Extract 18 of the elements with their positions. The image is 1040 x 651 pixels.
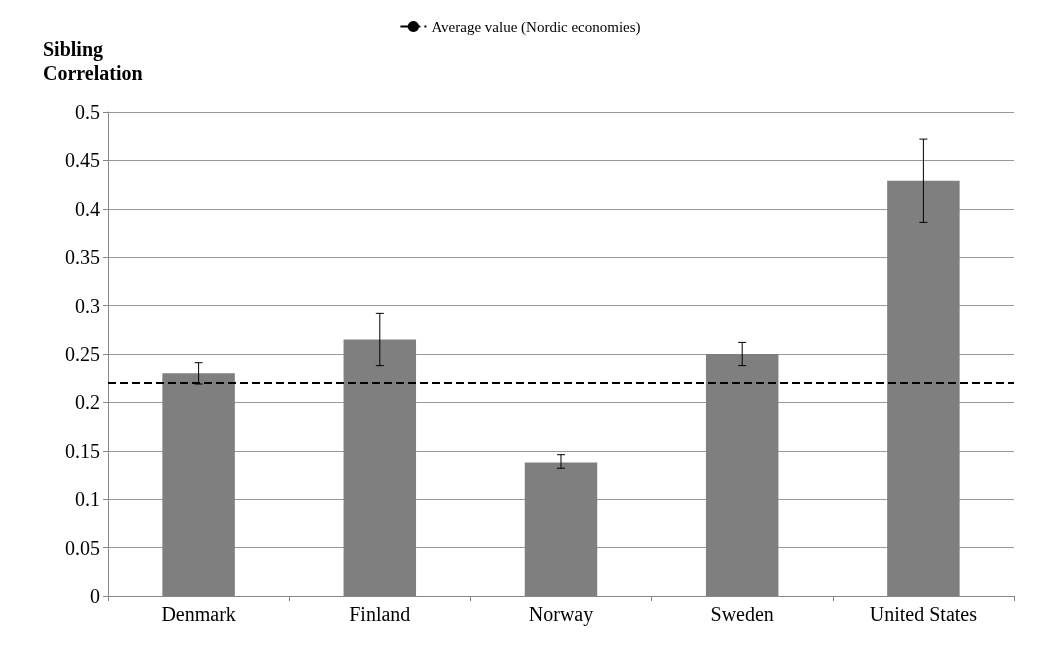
y-tick-label: 0.3 [75, 294, 100, 317]
y-tick-label: 0.35 [65, 246, 100, 269]
y-tick-label: 0.1 [75, 488, 100, 511]
x-tick-label: Sweden [710, 603, 774, 625]
y-tick-label: 0.4 [75, 197, 100, 220]
y-tick-label: 0.5 [75, 101, 100, 123]
y-axis-title: Sibling Correlation [43, 38, 143, 84]
y-tick-label: 0.45 [65, 149, 100, 172]
y-tick-label: 0.25 [65, 343, 100, 365]
y-tick-label: 0 [90, 585, 100, 607]
x-tick-label: United States [869, 603, 978, 625]
x-tick-label: Finland [349, 603, 411, 625]
y-tick-label: 0.2 [75, 391, 100, 414]
x-tick-label: Norway [528, 603, 594, 626]
y-tick-label: 0.15 [65, 439, 100, 462]
x-tick-label: Denmark [161, 603, 236, 625]
legend-label: Average value (Nordic economies) [431, 18, 641, 36]
y-tick-label: 0.05 [65, 536, 100, 559]
